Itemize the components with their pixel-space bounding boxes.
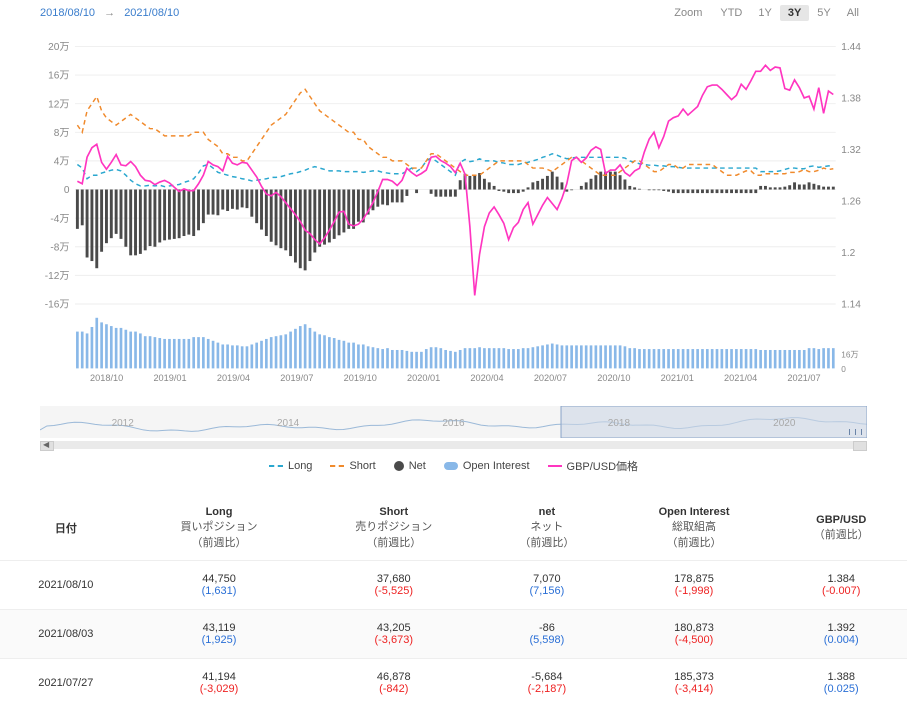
svg-text:2020/04: 2020/04 [470, 373, 503, 383]
svg-text:-4万: -4万 [50, 214, 69, 225]
svg-text:2012: 2012 [112, 418, 135, 429]
table-cell: 178,875(-1,998) [613, 561, 776, 610]
table-cell: 1.392(0.004) [775, 610, 907, 659]
svg-text:4万: 4万 [54, 157, 70, 168]
legend-label: Long [288, 460, 312, 472]
legend-item[interactable]: Short [330, 460, 375, 472]
table-cell: 180,873(-4,500) [613, 610, 776, 659]
table-cell: 46,878(-842) [306, 659, 481, 708]
legend: Long Short Net Open Interest GBP/USD価格 [0, 458, 907, 474]
table-cell: -86(5,598) [481, 610, 613, 659]
svg-text:12万: 12万 [48, 99, 69, 110]
svg-text:-8万: -8万 [50, 242, 69, 253]
table-cell: 1.388(0.025) [775, 659, 907, 708]
main-chart[interactable]: -16万 -12万 -8万 -4万 0 4万 8万 12万 16万 20万 1.14 1.2 1.26 1… [40, 22, 867, 402]
table-cell: 185,373(-3,414) [613, 659, 776, 708]
svg-text:2020: 2020 [773, 418, 796, 429]
svg-text:2020/10: 2020/10 [597, 373, 630, 383]
zoom-5y[interactable]: 5Y [809, 5, 838, 21]
table-cell: 41,194(-3,029) [132, 659, 307, 708]
svg-text:2021/04: 2021/04 [724, 373, 757, 383]
navigator[interactable]: 2012 2014 2016 2018 2020 ◀▶ [40, 406, 867, 446]
table-cell: 43,119(1,925) [132, 610, 307, 659]
svg-text:2021/07: 2021/07 [787, 373, 820, 383]
table-cell: -5,684(-2,187) [481, 659, 613, 708]
svg-text:2019/01: 2019/01 [153, 373, 186, 383]
zoom-ytd[interactable]: YTD [712, 5, 750, 21]
svg-text:1.2: 1.2 [841, 248, 855, 259]
col-header: 日付 [0, 486, 132, 561]
svg-text:2016: 2016 [442, 418, 465, 429]
zoom-controls: Zoom YTD1Y3Y5YAll [674, 7, 867, 19]
legend-label: Open Interest [463, 460, 530, 472]
legend-label: Net [409, 460, 426, 472]
svg-text:2018: 2018 [608, 418, 631, 429]
svg-text:0: 0 [64, 185, 70, 196]
svg-text:0: 0 [841, 365, 846, 374]
table-row: 2021/08/0343,119(1,925)43,205(-3,673)-86… [0, 610, 907, 659]
svg-text:1.32: 1.32 [841, 145, 861, 156]
col-header: Short売りポジション（前週比） [306, 486, 481, 561]
chart-header: 2018/08/10 → 2021/08/10 Zoom YTD1Y3Y5YAl… [0, 4, 907, 22]
col-header: GBP/USD（前週比） [775, 486, 907, 561]
svg-text:1.26: 1.26 [841, 197, 861, 208]
legend-swatch [394, 461, 404, 471]
legend-item[interactable]: GBP/USD価格 [548, 458, 639, 474]
svg-text:2019/10: 2019/10 [344, 373, 377, 383]
table-cell: 2021/08/10 [0, 561, 132, 610]
svg-text:2019/07: 2019/07 [280, 373, 313, 383]
svg-text:1.44: 1.44 [841, 42, 861, 53]
svg-text:2014: 2014 [277, 418, 300, 429]
legend-swatch [269, 465, 283, 467]
table-cell: 2021/08/03 [0, 610, 132, 659]
svg-text:1.14: 1.14 [841, 300, 861, 311]
legend-swatch [444, 462, 458, 470]
table-cell: 43,205(-3,673) [306, 610, 481, 659]
svg-text:8万: 8万 [54, 128, 70, 139]
navigator-scrollbar[interactable]: ◀▶ [52, 441, 855, 449]
table-cell: 37,680(-5,525) [306, 561, 481, 610]
svg-text:2021/01: 2021/01 [661, 373, 694, 383]
svg-text:20万: 20万 [48, 42, 69, 53]
legend-label: GBP/USD価格 [567, 458, 639, 474]
legend-swatch [330, 465, 344, 467]
legend-swatch [548, 465, 562, 467]
col-header: netネット（前週比） [481, 486, 613, 561]
date-from: 2018/08/10 [40, 7, 95, 19]
table-cell: 7,070(7,156) [481, 561, 613, 610]
col-header: Long買いポジション（前週比） [132, 486, 307, 561]
col-header: Open Interest総取組高（前週比） [613, 486, 776, 561]
legend-label: Short [349, 460, 375, 472]
legend-item[interactable]: Open Interest [444, 460, 530, 472]
legend-item[interactable]: Net [394, 460, 426, 472]
table-row: 2021/08/1044,750(1,631)37,680(-5,525)7,0… [0, 561, 907, 610]
svg-text:1.38: 1.38 [841, 94, 861, 105]
svg-text:-16万: -16万 [45, 300, 70, 311]
svg-text:16万: 16万 [841, 350, 858, 359]
zoom-all[interactable]: All [839, 5, 867, 21]
date-range[interactable]: 2018/08/10 → 2021/08/10 [40, 7, 179, 19]
table-cell: 44,750(1,631) [132, 561, 307, 610]
svg-text:16万: 16万 [48, 71, 69, 82]
zoom-1y[interactable]: 1Y [750, 5, 779, 21]
table-row: 2021/07/2741,194(-3,029)46,878(-842)-5,6… [0, 659, 907, 708]
table-cell: 2021/07/27 [0, 659, 132, 708]
table-cell: 1.384(-0.007) [775, 561, 907, 610]
arrow-icon: → [104, 7, 115, 19]
date-to: 2021/08/10 [124, 7, 179, 19]
zoom-3y[interactable]: 3Y [780, 5, 809, 21]
legend-item[interactable]: Long [269, 460, 312, 472]
svg-text:2020/07: 2020/07 [534, 373, 567, 383]
svg-text:-12万: -12万 [45, 271, 70, 282]
zoom-label: Zoom [674, 7, 702, 19]
data-table: 日付Long買いポジション（前週比）Short売りポジション（前週比）netネッ… [0, 486, 907, 707]
svg-text:2019/04: 2019/04 [217, 373, 250, 383]
svg-text:2020/01: 2020/01 [407, 373, 440, 383]
svg-text:2018/10: 2018/10 [90, 373, 123, 383]
